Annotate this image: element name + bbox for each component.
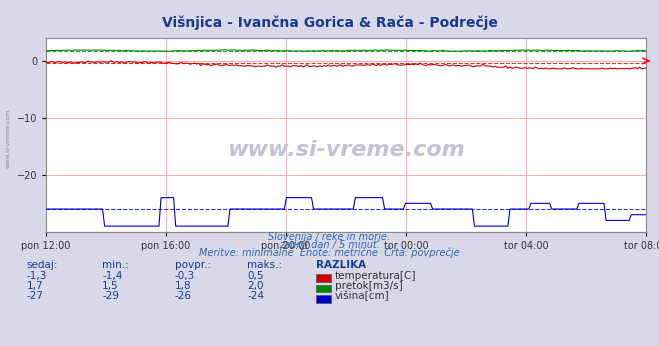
Text: 1,7: 1,7 — [26, 281, 43, 291]
Text: min.:: min.: — [102, 260, 129, 270]
Text: temperatura[C]: temperatura[C] — [335, 271, 416, 281]
Text: Meritve: minimalne  Enote: metrične  Črta: povprečje: Meritve: minimalne Enote: metrične Črta:… — [199, 246, 460, 258]
Text: -24: -24 — [247, 291, 264, 301]
Text: 0,5: 0,5 — [247, 271, 264, 281]
Text: RAZLIKA: RAZLIKA — [316, 260, 366, 270]
Text: -27: -27 — [26, 291, 43, 301]
Text: -26: -26 — [175, 291, 192, 301]
Text: -0,3: -0,3 — [175, 271, 195, 281]
Text: povpr.:: povpr.: — [175, 260, 211, 270]
Text: -1,3: -1,3 — [26, 271, 47, 281]
Text: -29: -29 — [102, 291, 119, 301]
Text: zadnji dan / 5 minut.: zadnji dan / 5 minut. — [279, 240, 380, 251]
Text: višina[cm]: višina[cm] — [335, 291, 389, 301]
Text: -1,4: -1,4 — [102, 271, 123, 281]
Text: 2,0: 2,0 — [247, 281, 264, 291]
Text: www.si-vreme.com: www.si-vreme.com — [5, 109, 11, 168]
Text: sedaj:: sedaj: — [26, 260, 58, 270]
Text: 1,5: 1,5 — [102, 281, 119, 291]
Text: Slovenija / reke in morje.: Slovenija / reke in morje. — [268, 233, 391, 243]
Text: www.si-vreme.com: www.si-vreme.com — [227, 140, 465, 161]
Text: pretok[m3/s]: pretok[m3/s] — [335, 281, 403, 291]
Text: 1,8: 1,8 — [175, 281, 191, 291]
Text: Višnjica - Ivančna Gorica & Rača - Podrečje: Višnjica - Ivančna Gorica & Rača - Podre… — [161, 16, 498, 30]
Text: maks.:: maks.: — [247, 260, 282, 270]
